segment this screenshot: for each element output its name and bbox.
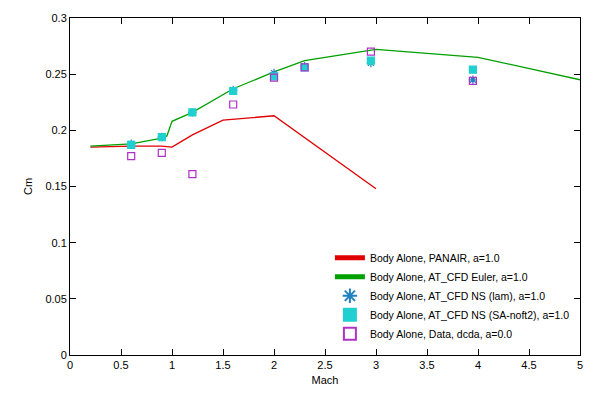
svg-text:4: 4 — [475, 359, 481, 371]
svg-text:3: 3 — [373, 359, 379, 371]
svg-text:Cm: Cm — [22, 178, 34, 195]
svg-text:0.2: 0.2 — [52, 124, 67, 136]
svg-text:0.15: 0.15 — [45, 180, 66, 192]
svg-text:4.5: 4.5 — [521, 359, 536, 371]
svg-text:0: 0 — [67, 359, 73, 371]
svg-text:2.5: 2.5 — [317, 359, 332, 371]
svg-text:2: 2 — [271, 359, 277, 371]
svg-text:3.5: 3.5 — [419, 359, 434, 371]
svg-text:0.25: 0.25 — [45, 68, 66, 80]
svg-text:0.3: 0.3 — [52, 12, 67, 24]
svg-text:Body Alone, AT_CFD Euler, a=1.: Body Alone, AT_CFD Euler, a=1.0 — [370, 271, 528, 283]
svg-text:Body Alone, AT_CFD NS (lam), a: Body Alone, AT_CFD NS (lam), a=1.0 — [370, 290, 545, 302]
svg-text:1: 1 — [169, 359, 175, 371]
svg-text:5: 5 — [577, 359, 583, 371]
svg-text:0.5: 0.5 — [113, 359, 128, 371]
svg-text:Body Alone, PANAIR, a=1.0: Body Alone, PANAIR, a=1.0 — [370, 252, 500, 264]
svg-text:1.5: 1.5 — [215, 359, 230, 371]
svg-text:Body Alone, AT_CFD NS (SA-noft: Body Alone, AT_CFD NS (SA-noft2), a=1.0 — [370, 309, 569, 321]
svg-text:0: 0 — [61, 349, 67, 361]
svg-text:0.05: 0.05 — [45, 293, 66, 305]
svg-text:0.1: 0.1 — [52, 237, 67, 249]
svg-text:Body Alone, Data, dcda, a=0.0: Body Alone, Data, dcda, a=0.0 — [370, 328, 512, 340]
svg-text:Mach: Mach — [312, 374, 339, 386]
